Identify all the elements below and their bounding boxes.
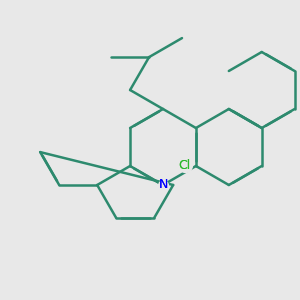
Text: N: N [158,178,168,191]
Text: Cl: Cl [178,159,191,172]
Text: Cl: Cl [178,159,191,172]
Text: N: N [158,178,168,191]
